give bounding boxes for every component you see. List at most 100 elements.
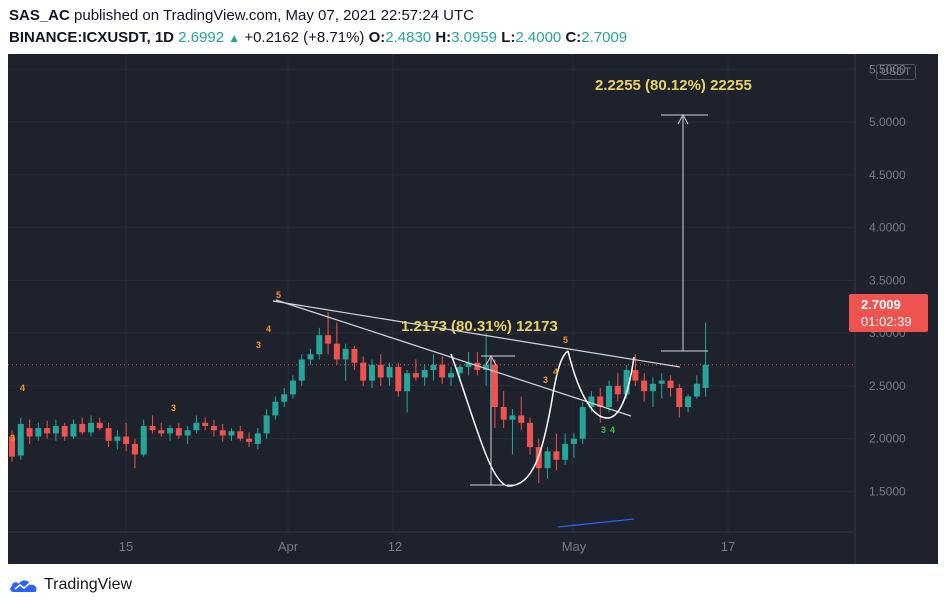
candle-body [79, 423, 86, 433]
candle-body [237, 431, 244, 439]
candle-body [325, 335, 332, 344]
price-tag-value: 2.7009 [861, 297, 901, 312]
candle-body [491, 364, 498, 407]
candle-body [448, 373, 454, 378]
candle-body [272, 401, 279, 416]
candle-body [52, 425, 59, 434]
author-name: SAS_AC [9, 7, 70, 24]
ohlc-legend: BINANCE:ICXUSDT, 1D 2.6992 ▲ +0.2162 (+8… [9, 29, 627, 46]
wave-label: 3 [543, 375, 548, 385]
candle-body [553, 451, 560, 460]
candle-body [202, 422, 209, 426]
candle-body [289, 380, 296, 395]
up-arrow-icon: ▲ [228, 31, 241, 45]
x-tick-label: 15 [119, 539, 133, 554]
candle-body [342, 348, 349, 360]
candle-body [377, 364, 384, 378]
candle-body [439, 364, 446, 378]
y-tick-label: 3.5000 [869, 273, 906, 287]
candle-body [693, 383, 700, 397]
tradingview-logo[interactable]: TradingView [9, 576, 132, 594]
candle-body [131, 443, 138, 455]
candle-body [114, 436, 121, 441]
candle-body [421, 370, 428, 378]
low-value: 2.4000 [515, 29, 562, 46]
candle-body [263, 415, 270, 434]
candle-body [614, 385, 621, 395]
wave-label: 4 [553, 367, 558, 377]
wave-label: 5 [276, 290, 281, 300]
wave-label: 4 [20, 383, 25, 393]
trendline-lower [275, 299, 632, 417]
candle-body [193, 422, 200, 431]
candle-body [210, 425, 217, 431]
candle-body [632, 370, 639, 381]
y-tick-label: 4.0000 [869, 221, 906, 235]
candle-body [316, 335, 323, 355]
candle-body [386, 366, 393, 378]
candle-body [562, 443, 569, 460]
measure-label-target: 2.2255 (80.12%) 22255 [595, 77, 752, 94]
candle-body [509, 415, 516, 420]
candle-body [456, 366, 463, 374]
y-tick-label: 4.5000 [869, 168, 906, 182]
candle-body [9, 436, 15, 457]
candle-body [254, 433, 261, 444]
candle-body [527, 422, 534, 448]
candle-body [219, 430, 226, 436]
cup-curve [450, 350, 569, 487]
candle-body [588, 396, 595, 407]
candlestick-chart[interactable]: 5.50005.00004.50004.00003.50003.00002.50… [8, 54, 938, 564]
chart-area[interactable]: 5.5000 5.0000 4.5000 4.0000 3.5000 3.0000 2.50… [8, 54, 938, 564]
close-value: 2.7009 [581, 29, 628, 46]
published-text: published on TradingView.com, May 07, 20… [74, 7, 474, 24]
candle-body [430, 364, 437, 371]
high-value: 3.0959 [451, 29, 498, 46]
candle-body [96, 422, 103, 429]
x-tick-label: May [562, 539, 587, 554]
candle-body [70, 423, 77, 437]
candle-body [246, 438, 253, 442]
candle-body [649, 383, 656, 392]
candle-body [298, 359, 305, 381]
wave-label: 3 [171, 403, 176, 413]
candle-body [483, 364, 490, 371]
candle-body [641, 380, 648, 392]
currency-badge[interactable]: USDT [876, 64, 916, 80]
symbol-label: BINANCE:ICXUSDT, 1D [9, 29, 175, 46]
candle-body [26, 428, 33, 437]
x-tick-label: 17 [721, 539, 735, 554]
candle-body [175, 428, 182, 436]
y-tick-label: 2.0000 [869, 432, 906, 446]
candle-body [88, 422, 95, 433]
open-label: O: [368, 29, 386, 46]
wave-label: 3 [10, 433, 15, 443]
candle-body [676, 388, 683, 407]
candle-body [404, 373, 411, 392]
candle-body [360, 362, 367, 381]
candle-body [667, 380, 674, 389]
candle-body [44, 428, 51, 434]
candle-body [61, 425, 68, 437]
candle-body [544, 451, 551, 469]
candle-body [158, 430, 165, 434]
y-tick-label: 5.0000 [869, 115, 906, 129]
close-label: C: [565, 29, 582, 46]
trendline-upper [272, 300, 681, 368]
wave-label: 4 [266, 324, 271, 334]
candle-body [395, 366, 402, 392]
wave-label: 5 [563, 335, 568, 345]
last-price: 2.6992 [178, 29, 225, 46]
candle-body [500, 407, 507, 420]
candle-body [702, 364, 709, 389]
candle-body [412, 373, 419, 378]
high-label: H: [435, 29, 452, 46]
candle-body [149, 425, 156, 431]
y-tick-label: 1.5000 [869, 484, 906, 498]
candle-body [465, 362, 472, 367]
candle-body [105, 428, 112, 441]
last-price-tag: 2.7009 01:02:39 [849, 294, 928, 332]
candle-body [658, 380, 665, 384]
candle-body [333, 343, 340, 360]
wave-label: 3 [601, 425, 606, 435]
